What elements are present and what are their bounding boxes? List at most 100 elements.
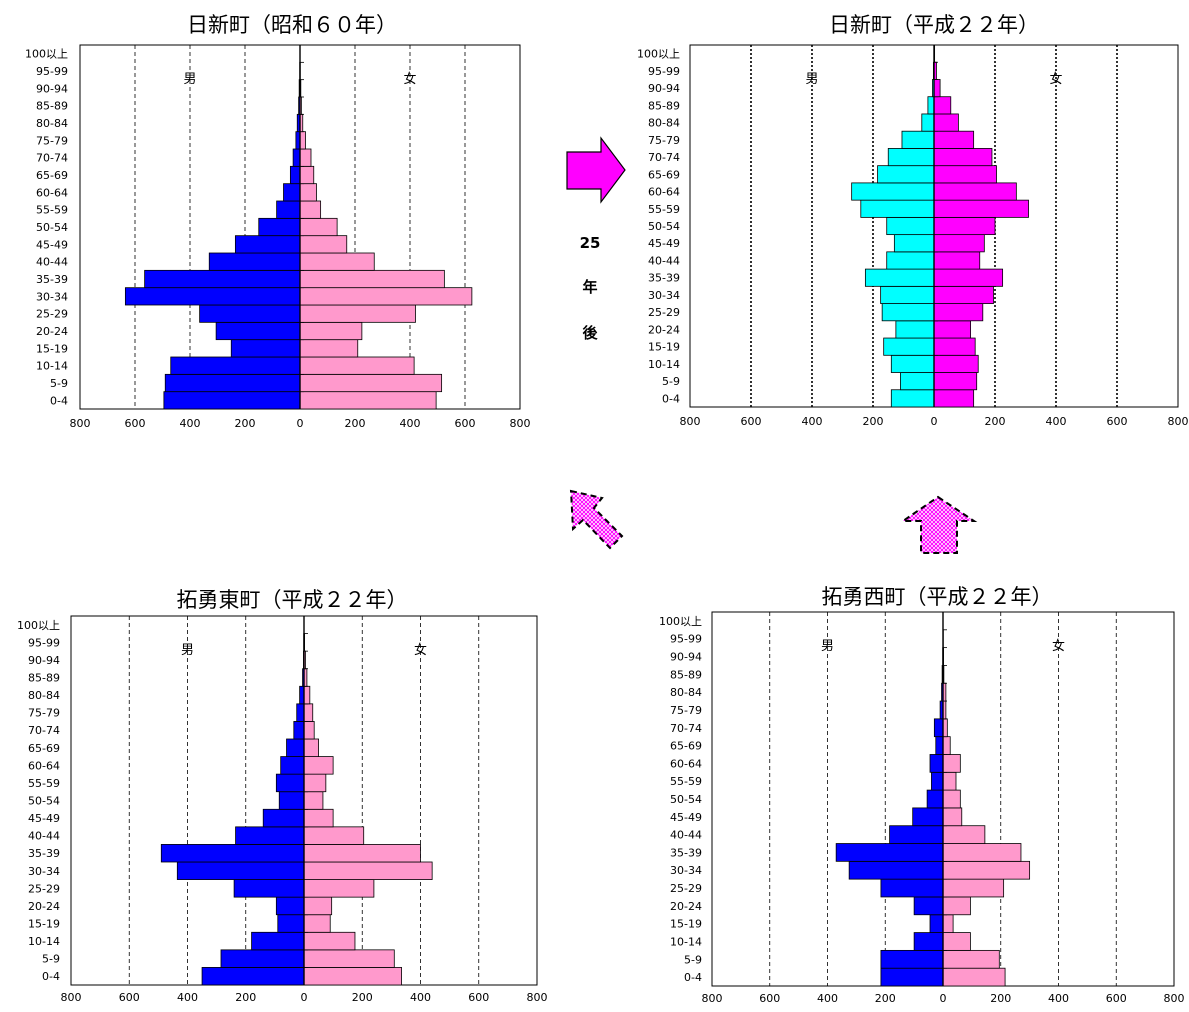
male-bar-5-9 xyxy=(881,950,943,968)
male-bar-20-24 xyxy=(276,897,304,915)
age-label: 70-74 xyxy=(648,151,680,164)
x-tick-label: 600 xyxy=(741,415,762,428)
male-bar-0-4 xyxy=(164,392,300,409)
female-bar-5-9 xyxy=(300,374,442,391)
arrow-text-nen: 年 xyxy=(582,278,597,296)
female-bar-0-4 xyxy=(304,967,402,985)
female-bar-20-24 xyxy=(300,322,362,339)
male-bar-55-59 xyxy=(931,772,943,790)
age-label: 90-94 xyxy=(28,654,60,667)
x-tick-label: 800 xyxy=(61,991,82,1004)
x-tick-label: 600 xyxy=(759,992,780,1005)
male-label: 男 xyxy=(183,72,196,87)
age-label: 100以上 xyxy=(659,615,702,628)
x-tick-label: 200 xyxy=(990,992,1011,1005)
age-label: 90-94 xyxy=(36,82,68,95)
age-label: 85-89 xyxy=(648,99,680,112)
age-label: 75-79 xyxy=(670,704,702,717)
male-bar-45-49 xyxy=(263,809,304,827)
male-bar-55-59 xyxy=(277,201,300,218)
male-bar-35-39 xyxy=(836,844,943,862)
male-bar-25-29 xyxy=(200,305,300,322)
female-label: 女 xyxy=(1049,71,1062,87)
age-label: 70-74 xyxy=(28,724,60,737)
age-label: 5-9 xyxy=(662,375,680,388)
age-label: 95-99 xyxy=(28,636,60,649)
female-bar-55-59 xyxy=(304,774,326,792)
age-label: 10-14 xyxy=(28,935,60,948)
age-label: 80-84 xyxy=(670,686,702,699)
male-bar-5-9 xyxy=(900,373,934,390)
male-bar-15-19 xyxy=(884,338,934,355)
age-label: 85-89 xyxy=(670,668,702,681)
x-tick-label: 400 xyxy=(1048,992,1069,1005)
age-label: 20-24 xyxy=(36,325,68,338)
x-tick-label: 0 xyxy=(301,991,308,1004)
age-label: 0-4 xyxy=(684,971,702,984)
x-tick-label: 600 xyxy=(125,417,146,430)
male-bar-40-44 xyxy=(887,252,934,269)
age-label: 90-94 xyxy=(648,82,680,95)
female-bar-50-54 xyxy=(300,218,337,235)
female-bar-15-19 xyxy=(300,340,358,357)
male-bar-35-39 xyxy=(161,844,304,862)
age-label: 65-69 xyxy=(648,168,680,181)
age-label: 75-79 xyxy=(648,134,680,147)
male-label: 男 xyxy=(821,639,834,654)
age-label: 60-64 xyxy=(28,759,60,772)
female-bar-25-29 xyxy=(934,304,983,321)
male-bar-0-4 xyxy=(881,968,943,986)
male-bar-70-74 xyxy=(888,148,934,165)
age-label: 70-74 xyxy=(670,722,702,735)
age-label: 25-29 xyxy=(648,306,680,319)
x-tick-label: 400 xyxy=(400,417,421,430)
female-bar-25-29 xyxy=(304,880,374,898)
male-bar-15-19 xyxy=(930,915,943,933)
female-bar-75-79 xyxy=(300,132,306,149)
female-bar-45-49 xyxy=(934,235,984,252)
age-label: 40-44 xyxy=(648,254,680,267)
up-arrow-icon xyxy=(903,497,974,553)
age-label: 30-34 xyxy=(670,864,702,877)
male-bar-10-14 xyxy=(891,355,934,372)
male-bar-80-84 xyxy=(922,114,934,131)
male-bar-50-54 xyxy=(887,217,934,234)
female-bar-40-44 xyxy=(943,826,985,844)
male-bar-5-9 xyxy=(165,374,300,391)
age-label: 20-24 xyxy=(648,323,680,336)
male-bar-10-14 xyxy=(252,932,304,950)
male-bar-45-49 xyxy=(894,235,934,252)
male-bar-60-64 xyxy=(930,754,943,772)
male-bar-20-24 xyxy=(896,321,934,338)
female-bar-20-24 xyxy=(304,897,332,915)
male-bar-65-69 xyxy=(936,737,943,755)
x-tick-label: 200 xyxy=(875,992,896,1005)
male-bar-60-64 xyxy=(284,184,301,201)
age-label: 50-54 xyxy=(28,795,60,808)
female-bar-35-39 xyxy=(300,270,444,287)
female-bar-80-84 xyxy=(304,686,310,704)
x-tick-label: 800 xyxy=(1164,992,1185,1005)
male-bar-30-34 xyxy=(881,286,934,303)
age-label: 90-94 xyxy=(670,651,702,664)
male-bar-55-59 xyxy=(861,200,934,217)
age-label: 65-69 xyxy=(670,740,702,753)
male-bar-40-44 xyxy=(236,827,304,845)
female-bar-45-49 xyxy=(943,808,962,826)
female-label: 女 xyxy=(1052,638,1065,654)
male-bar-35-39 xyxy=(145,270,300,287)
female-bar-40-44 xyxy=(300,253,374,270)
male-bar-40-44 xyxy=(209,253,300,270)
age-label: 45-49 xyxy=(28,812,60,825)
age-label: 60-64 xyxy=(648,186,680,199)
pyramid-chart-1: 日新町（平成２２年）0-45-910-1415-1920-2425-2930-3… xyxy=(637,13,1189,428)
male-bar-70-74 xyxy=(293,149,300,166)
x-tick-label: 800 xyxy=(1168,415,1189,428)
female-bar-50-54 xyxy=(934,217,995,234)
age-label: 15-19 xyxy=(28,918,60,931)
age-label: 65-69 xyxy=(28,742,60,755)
right-arrow-icon xyxy=(567,138,625,202)
age-label: 100以上 xyxy=(25,48,68,61)
age-label: 55-59 xyxy=(670,775,702,788)
age-label: 30-34 xyxy=(36,290,68,303)
